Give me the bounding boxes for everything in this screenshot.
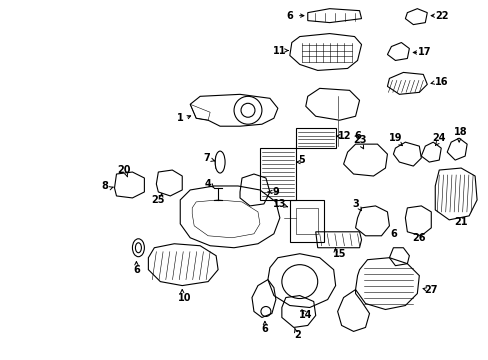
- Text: 22: 22: [435, 11, 448, 21]
- Text: 5: 5: [298, 155, 305, 165]
- Text: 11: 11: [273, 45, 286, 55]
- Text: 10: 10: [177, 293, 191, 302]
- Text: 2: 2: [294, 330, 301, 341]
- Text: 9: 9: [272, 187, 279, 197]
- Text: 16: 16: [434, 77, 447, 87]
- Text: 12: 12: [337, 131, 351, 141]
- Text: 13: 13: [273, 199, 286, 209]
- Text: 1: 1: [177, 113, 183, 123]
- Text: 6: 6: [286, 11, 293, 21]
- Text: 26: 26: [412, 233, 425, 243]
- Text: 6: 6: [353, 131, 360, 141]
- Text: 24: 24: [431, 133, 445, 143]
- Text: 14: 14: [298, 310, 312, 320]
- Text: 21: 21: [453, 217, 467, 227]
- Text: 8: 8: [101, 181, 108, 191]
- Text: 20: 20: [118, 165, 131, 175]
- Text: 6: 6: [261, 324, 268, 334]
- Text: 6: 6: [389, 229, 396, 239]
- Text: 25: 25: [151, 195, 165, 205]
- Text: 27: 27: [424, 284, 437, 294]
- Text: 3: 3: [351, 199, 358, 209]
- Text: 17: 17: [417, 48, 430, 58]
- Text: 4: 4: [204, 179, 211, 189]
- Text: 23: 23: [352, 135, 366, 145]
- Text: 7: 7: [203, 153, 210, 163]
- Text: 6: 6: [133, 265, 140, 275]
- Text: 15: 15: [332, 249, 346, 259]
- Text: 18: 18: [453, 127, 467, 137]
- Text: 19: 19: [388, 133, 401, 143]
